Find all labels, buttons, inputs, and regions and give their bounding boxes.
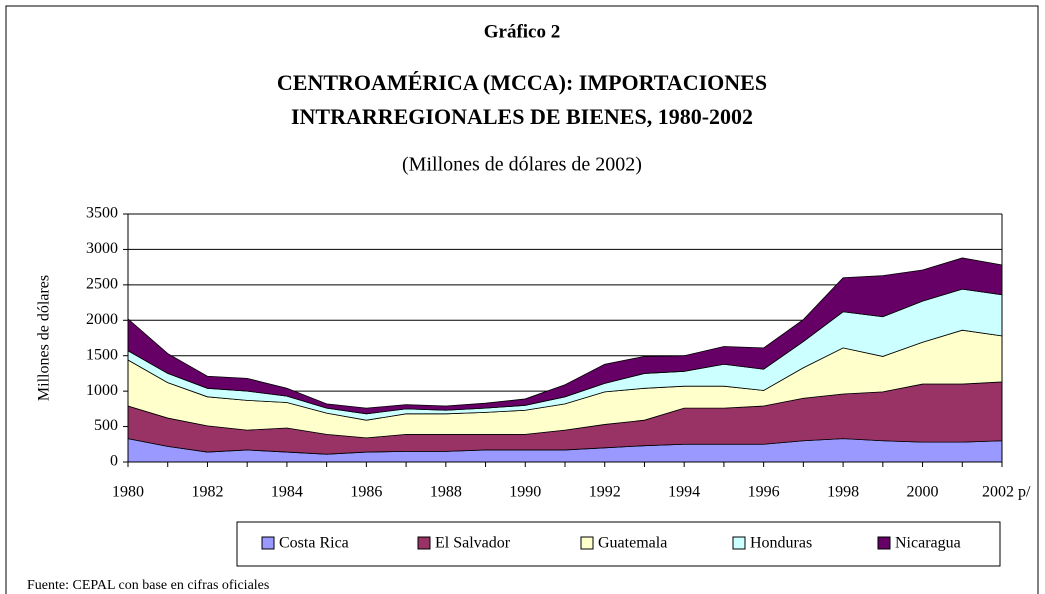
x-tick-label: 1980 bbox=[112, 484, 144, 501]
x-tick-label: 1998 bbox=[827, 484, 859, 501]
legend-swatch bbox=[877, 536, 891, 550]
chart-title: INTRARREGIONALES DE BIENES, 1980-2002 bbox=[291, 104, 753, 129]
source: Fuente: CEPAL con base en cifras oficial… bbox=[27, 578, 269, 593]
legend-label: Costa Rica bbox=[279, 535, 349, 552]
heading: Gráfico 2 bbox=[484, 21, 561, 42]
chart-title: CENTROAMÉRICA (MCCA): IMPORTACIONES bbox=[277, 70, 767, 95]
x-tick-label: 2002 p/ bbox=[982, 484, 1031, 501]
legend-label: El Salvador bbox=[435, 535, 511, 552]
y-tick-label: 3000 bbox=[86, 240, 118, 257]
y-axis-label: Millones de dólares bbox=[36, 275, 53, 401]
x-tick-label: 1994 bbox=[668, 484, 700, 501]
x-tick-label: 2000 bbox=[907, 484, 939, 501]
x-tick-label: 1992 bbox=[589, 484, 621, 501]
y-tick-label: 0 bbox=[110, 453, 118, 470]
x-tick-label: 1986 bbox=[350, 484, 382, 501]
legend-label: Nicaragua bbox=[895, 535, 961, 552]
y-tick-label: 1500 bbox=[86, 346, 118, 363]
x-tick-label: 1996 bbox=[748, 484, 780, 501]
y-tick-label: 3500 bbox=[86, 205, 118, 222]
y-tick-label: 500 bbox=[94, 417, 118, 434]
y-tick-label: 2500 bbox=[86, 276, 118, 293]
y-tick-label: 1000 bbox=[86, 382, 118, 399]
legend-label: Guatemala bbox=[598, 535, 667, 552]
legend-label: Honduras bbox=[750, 535, 812, 552]
y-tick-label: 2000 bbox=[86, 311, 118, 328]
legend-swatch bbox=[732, 536, 746, 550]
x-tick-label: 1984 bbox=[271, 484, 303, 501]
subtitle: (Millones de dólares de 2002) bbox=[402, 154, 642, 176]
x-tick-label: 1990 bbox=[509, 484, 541, 501]
legend-swatch bbox=[580, 536, 594, 550]
legend-swatch bbox=[261, 536, 275, 550]
legend-swatch bbox=[417, 536, 431, 550]
x-tick-label: 1988 bbox=[430, 484, 462, 501]
legend-box bbox=[236, 521, 1001, 567]
x-tick-label: 1982 bbox=[191, 484, 223, 501]
